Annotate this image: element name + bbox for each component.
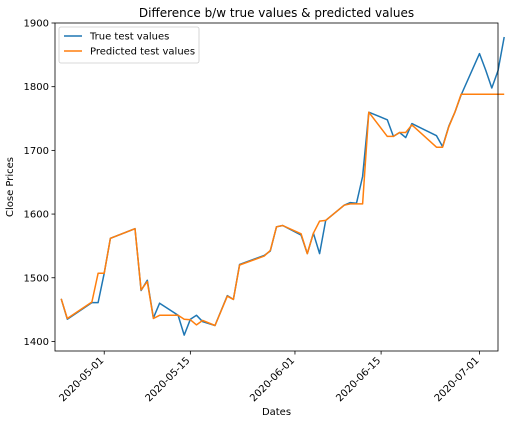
legend-label-predicted: Predicted test values (90, 47, 195, 58)
legend-box (58, 26, 200, 64)
series-line-1 (60, 93, 505, 327)
y-tick-label-5: 1900 (24, 19, 49, 30)
y-axis-label: Close Prices (5, 157, 16, 217)
legend-label-true: True test values (89, 32, 169, 43)
y-tick-label-2: 1600 (24, 210, 49, 221)
y-tick-label-0: 1400 (24, 337, 49, 348)
y-tick-label-4: 1800 (24, 82, 49, 93)
plot-frame (54, 22, 499, 352)
x-tick-label-4: 2020-07-01 (433, 355, 482, 404)
legend: True test values Predicted test values (58, 26, 200, 64)
series-line-0 (60, 36, 505, 336)
x-tick-label-1: 2020-05-15 (144, 355, 193, 404)
chart-title: Difference b/w true values & predicted v… (139, 6, 414, 20)
y-tick-label-3: 1700 (24, 146, 49, 157)
plot-lines (60, 36, 505, 336)
x-tick-label-0: 2020-05-01 (57, 355, 106, 404)
x-axis: 2020-05-01 2020-05-15 2020-06-01 2020-06-15… (57, 351, 482, 404)
x-tick-label-2: 2020-06-01 (248, 355, 297, 404)
x-axis-label: Dates (262, 407, 291, 418)
x-tick-label-3: 2020-06-15 (334, 355, 383, 404)
y-tick-label-1: 1500 (24, 273, 49, 284)
y-axis: 1400 1500 1600 1700 1800 1900 (24, 19, 55, 348)
